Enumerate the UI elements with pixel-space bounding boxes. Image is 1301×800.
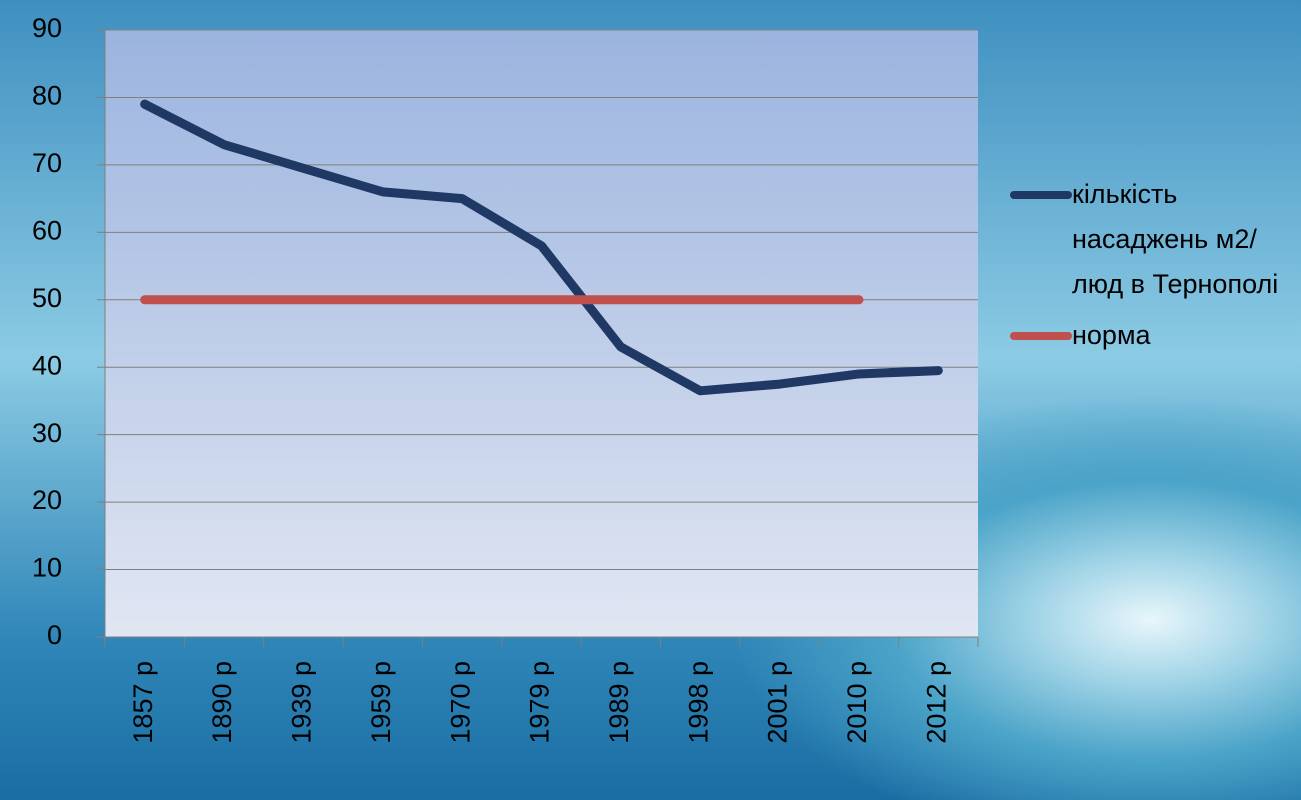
x-tick-label: 1890 р [207,661,237,744]
legend-swatch [1010,332,1072,340]
legend-label: норма [1072,313,1295,358]
y-tick-label: 80 [32,81,62,111]
legend-swatch [1010,191,1072,199]
legend-label: кількість насаджень м2/люд в Тернополі [1072,172,1295,307]
y-tick-label: 60 [32,215,62,245]
x-tick-label: 1939 р [287,661,317,744]
y-tick-label: 70 [32,148,62,178]
y-tick-label: 90 [32,13,62,43]
legend-item: кількість насаджень м2/люд в Тернополі [1010,172,1295,307]
x-tick-label: 1989 р [604,661,634,744]
x-tick-label: 1959 р [366,661,396,744]
x-tick-label: 2001 р [763,661,793,744]
x-tick-label: 2010 р [842,661,872,744]
x-tick-label: 1970 р [445,661,475,744]
y-tick-label: 30 [32,418,62,448]
plot-area [105,30,978,637]
y-tick-label: 50 [32,283,62,313]
x-tick-label: 1857 р [128,661,158,744]
y-tick-label: 20 [32,485,62,515]
chart: 0 10 20 30 40 50 60 70 80 90 1857 р 1890 р 1939 р 195… [0,0,1301,800]
x-tick-label: 1979 р [525,661,555,744]
y-tick-label: 0 [47,620,62,650]
x-tick-label: 2012 р [921,661,951,744]
legend: кількість насаджень м2/люд в Тернополі но… [1010,172,1295,364]
x-tick-label: 1998 р [683,661,713,744]
legend-item: норма [1010,313,1295,358]
y-tick-label: 10 [32,553,62,583]
slide: 0 10 20 30 40 50 60 70 80 90 1857 р 1890 р 1939 р 195… [0,0,1301,800]
y-tick-label: 40 [32,350,62,380]
